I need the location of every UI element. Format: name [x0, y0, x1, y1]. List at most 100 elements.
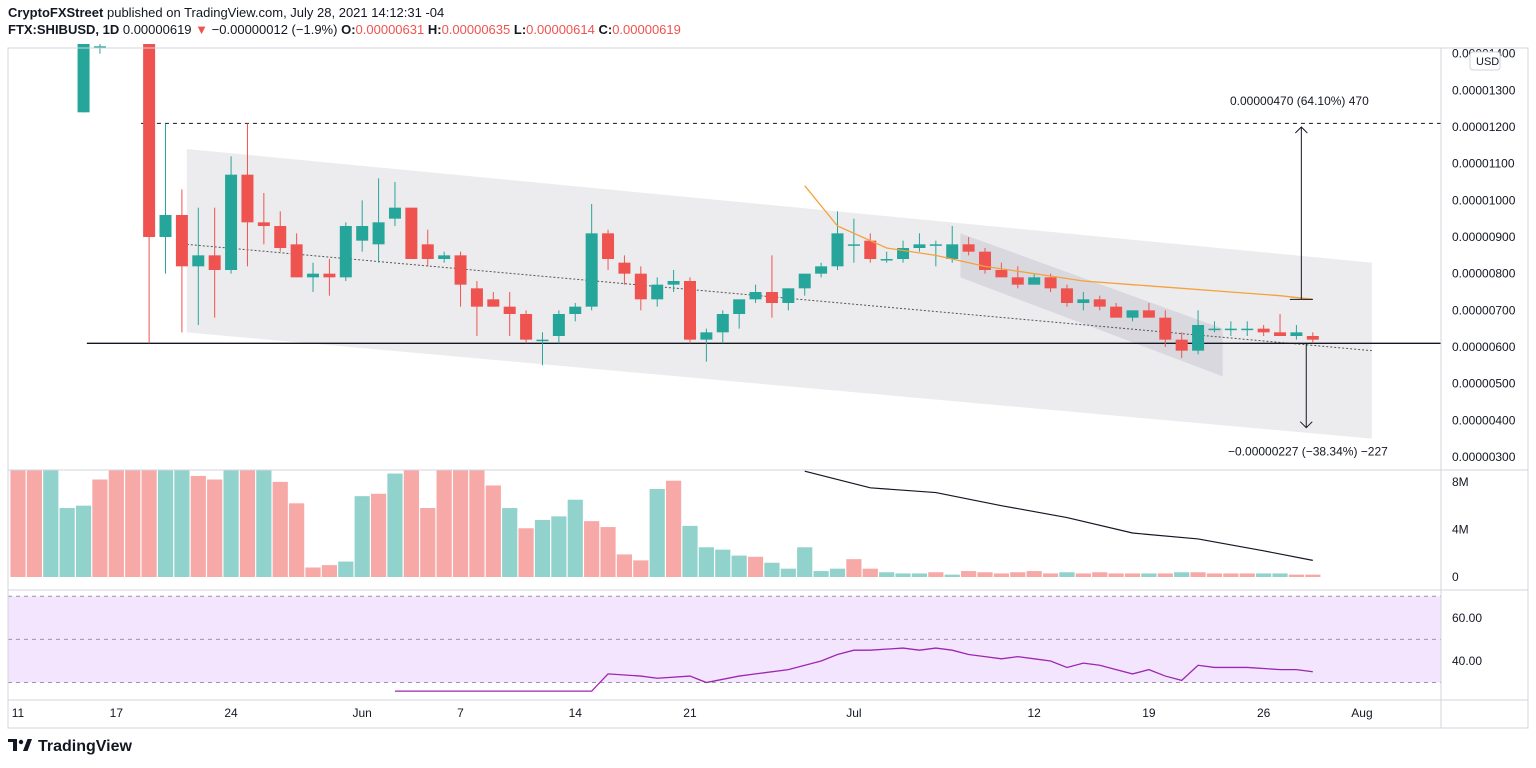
candle-body [1306, 336, 1319, 340]
volume-bar [223, 470, 239, 577]
volume-bar [125, 470, 141, 577]
candle-body [765, 292, 778, 303]
candle-body [929, 244, 942, 246]
candle-body [651, 284, 664, 300]
price-axis-label: 0.00001300 [1452, 83, 1516, 97]
candle-body [1290, 332, 1303, 336]
candle-body [1142, 310, 1155, 318]
candle-body [159, 215, 172, 237]
time-axis-label: 7 [457, 706, 464, 720]
candle-body [831, 233, 844, 267]
volume-bar [829, 568, 846, 577]
volume-bar [1141, 573, 1157, 577]
time-axis-label: Jun [353, 706, 372, 720]
candle-body [372, 222, 385, 245]
time-axis-label: 19 [1142, 706, 1156, 720]
candle-body [93, 46, 106, 48]
volume-bar [977, 572, 993, 577]
symbol-label[interactable]: FTX:SHIBUSD, 1D [8, 22, 120, 37]
volume-bar [92, 479, 108, 577]
volume-bar [584, 521, 600, 577]
candle-body [569, 306, 582, 314]
candle-body [1175, 339, 1188, 351]
candle-body [798, 273, 811, 289]
time-axis[interactable]: 11 17 24 Jun 7 14 21 Jul 12 19 26 Aug [12, 706, 1373, 720]
candle-body [1093, 299, 1106, 307]
close-value: 0.00000619 [612, 22, 681, 37]
volume-bar [502, 508, 518, 577]
volume-bar [239, 470, 256, 577]
measure-up-arrow-icon [1294, 126, 1308, 134]
candle-body [618, 262, 631, 274]
volume-bar [59, 508, 75, 577]
candle-body [1274, 332, 1287, 336]
open-value: 0.00000631 [355, 22, 425, 37]
volume-bar [747, 556, 764, 577]
price-axis-label: 0.00000500 [1452, 377, 1516, 391]
candle-body [962, 244, 975, 252]
volume-bar [731, 555, 747, 577]
rsi-axis-label: 40.00 [1452, 654, 1482, 668]
volume-bar [26, 470, 42, 577]
low-value: 0.00000614 [526, 22, 595, 37]
publisher-name[interactable]: CryptoFXStreet [8, 5, 104, 20]
candle-body [257, 222, 270, 226]
volume-pane[interactable]: 8M 4M 0 [10, 470, 1469, 584]
volume-bar [272, 481, 288, 577]
volume-bar [682, 525, 698, 577]
volume-bar [1239, 573, 1255, 577]
time-axis-label: 21 [683, 706, 697, 720]
volume-bar [1174, 572, 1190, 577]
rsi-pane[interactable]: 60.00 40.00 [8, 595, 1482, 692]
candle-body [1241, 328, 1254, 331]
candle-body [782, 288, 795, 303]
candle-body [421, 244, 434, 259]
volume-bar [715, 549, 731, 577]
volume-bar [1157, 573, 1173, 577]
chart-canvas[interactable]: 0.00000470 (64.10%) 470 −0.00000227 (−38.… [0, 44, 1536, 734]
candle-body [1060, 288, 1073, 303]
candle-body [1159, 317, 1172, 340]
volume-bar [944, 574, 960, 577]
candle-body [913, 244, 926, 248]
volume-bar [961, 571, 977, 577]
volume-bar [862, 568, 878, 577]
candle-body [356, 226, 369, 241]
candle-body [208, 255, 221, 270]
volume-bar [813, 571, 829, 577]
candle-body [1110, 306, 1123, 318]
volume-bar [370, 493, 387, 577]
volume-bar [452, 470, 469, 577]
volume-bar [141, 470, 157, 577]
volume-bar [403, 470, 419, 577]
volume-bar [1288, 574, 1305, 577]
price-axis-label: 0.00000400 [1452, 413, 1516, 427]
candle-body [192, 255, 205, 267]
volume-bar [256, 470, 272, 577]
volume-bar [321, 565, 338, 577]
candle-body [667, 281, 680, 285]
volume-bar [305, 567, 321, 577]
candle-body [847, 244, 860, 246]
volume-bar [485, 485, 501, 577]
candle-body [339, 226, 352, 278]
volume-axis-label: 0 [1452, 570, 1459, 584]
price-pane[interactable]: 0.00000470 (64.10%) 470 −0.00000227 (−38.… [77, 44, 1516, 464]
tradingview-logo[interactable]: TradingView [8, 738, 132, 756]
candle-body [438, 255, 451, 259]
volume-bar [879, 572, 895, 577]
candle-body [733, 299, 746, 314]
volume-bar [108, 470, 124, 577]
candle-body [241, 174, 254, 223]
candle-body [454, 255, 467, 285]
ohlc-line: FTX:SHIBUSD, 1D 0.00000619 ▼ −0.00000012… [8, 21, 1508, 38]
volume-bar [616, 554, 633, 577]
candle-body [864, 240, 877, 259]
volume-bar [420, 508, 436, 577]
volume-bar [911, 573, 928, 577]
volume-bar [289, 503, 305, 577]
outer-border [7, 47, 1529, 729]
candle-body [1077, 299, 1090, 303]
candle-body [290, 244, 303, 278]
volume-bar [190, 475, 206, 577]
